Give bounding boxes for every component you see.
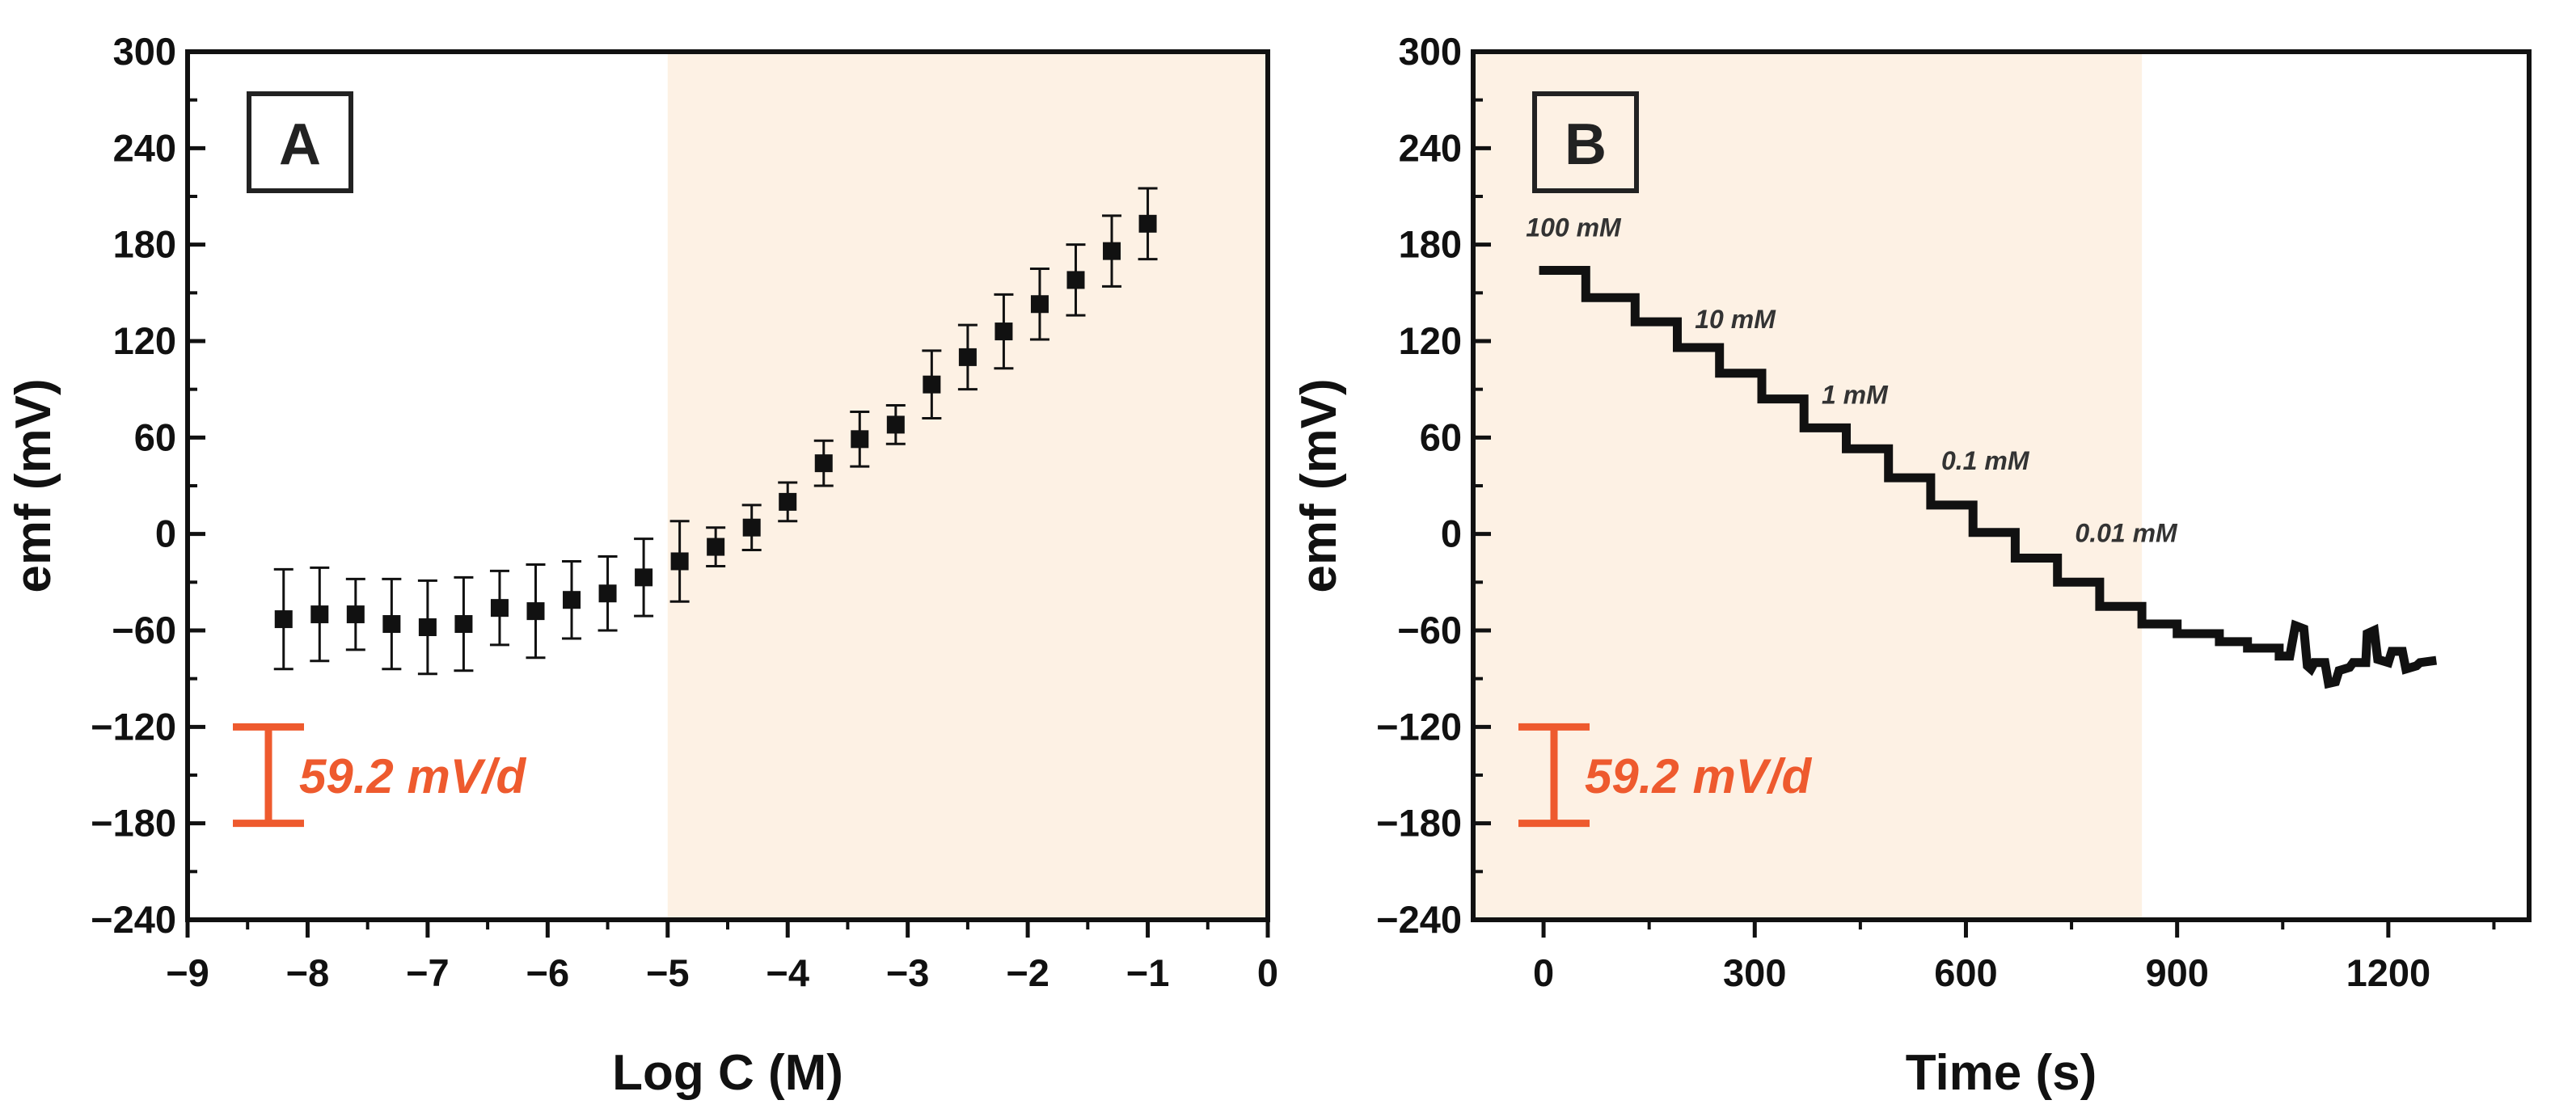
x-tick-label: −4 <box>766 951 809 994</box>
scale-bar-label: 59.2 mV/d <box>1585 749 1812 803</box>
data-point <box>563 591 581 609</box>
x-tick-label: −5 <box>646 951 690 994</box>
panel-b-concentration-labels: 100 mM 10 mM 1 mM 0.1 mM 0.01 mM <box>1526 213 2178 548</box>
y-tick-label: −180 <box>91 802 176 845</box>
data-point <box>814 454 833 473</box>
x-tick-label: −9 <box>166 951 209 994</box>
y-tick-label: 0 <box>155 512 176 555</box>
concentration-label: 0.01 mM <box>2075 519 2178 548</box>
panel-a-x-axis-label: Log C (M) <box>612 1045 843 1101</box>
panel-b-label: B <box>1565 112 1607 177</box>
data-point <box>1103 242 1121 260</box>
y-tick-label: 120 <box>113 319 176 362</box>
y-tick-label: 240 <box>1399 126 1462 169</box>
concentration-label: 1 mM <box>1822 381 1889 410</box>
y-tick-label: 300 <box>113 30 176 73</box>
y-tick-label: −120 <box>1376 705 1462 748</box>
panel-a-y-ticks: −240 −180 −120 −60 0 60 120 180 240 300 <box>91 30 205 941</box>
data-point <box>346 605 365 624</box>
data-point <box>742 518 761 537</box>
data-point <box>310 605 329 624</box>
panel-b-x-axis-label: Time (s) <box>1906 1045 2097 1101</box>
data-point <box>526 602 545 621</box>
panel-b-y-ticks: −240 −180 −120 −60 0 60 120 180 240 300 <box>1376 30 1491 941</box>
data-point <box>958 348 977 366</box>
panel-a: 59.2 mV/d A −9 −8 −7 −6 −5 −4 −3 −2 −1 0 −240 −180… <box>6 30 1278 1101</box>
y-tick-label: 0 <box>1441 512 1462 555</box>
x-tick-label: −6 <box>526 951 570 994</box>
panel-b: 100 mM 10 mM 1 mM 0.1 mM 0.01 mM 59.2 mV/d B… <box>1291 30 2532 1101</box>
y-tick-label: 180 <box>113 223 176 266</box>
x-tick-label: 0 <box>1257 951 1278 994</box>
panel-b-label-box <box>1532 91 1639 193</box>
panel-a-x-ticks: −9 −8 −7 −6 −5 −4 −3 −2 −1 0 <box>166 920 1278 994</box>
y-tick-label: 240 <box>113 126 176 169</box>
concentration-label: 10 mM <box>1695 305 1776 334</box>
data-point <box>418 618 437 637</box>
panel-a-scale-bar: 59.2 mV/d <box>233 723 526 828</box>
x-tick-label: −2 <box>1006 951 1049 994</box>
concentration-label: 0.1 mM <box>1941 446 2030 475</box>
panel-a-data-points <box>274 214 1157 637</box>
y-tick-label: 60 <box>1420 415 1462 458</box>
data-point <box>274 610 293 629</box>
x-tick-label: −8 <box>286 951 330 994</box>
y-tick-label: 60 <box>134 415 176 458</box>
panel-b-emf-trace <box>1539 266 2437 689</box>
data-point <box>886 415 905 434</box>
y-tick-label: −240 <box>1376 898 1462 941</box>
data-point <box>490 599 509 618</box>
data-point <box>923 375 941 394</box>
x-tick-label: −7 <box>406 951 450 994</box>
data-point <box>670 552 689 571</box>
panel-a-label-box <box>247 91 353 193</box>
x-tick-label: 900 <box>2145 951 2208 994</box>
panel-a-label: A <box>279 112 321 177</box>
data-point <box>707 537 725 556</box>
panel-b-x-ticks: 0 300 600 900 1200 <box>1533 920 2496 994</box>
y-tick-label: −60 <box>112 609 176 651</box>
data-point <box>454 615 473 634</box>
x-tick-label: −3 <box>886 951 930 994</box>
x-tick-label: −1 <box>1126 951 1170 994</box>
y-tick-label: −180 <box>1376 802 1462 845</box>
y-tick-label: 120 <box>1399 319 1462 362</box>
panel-a-y-axis-label: emf (mV) <box>6 378 61 592</box>
panel-b-y-axis-label: emf (mV) <box>1291 378 1347 592</box>
data-point <box>382 615 401 634</box>
y-tick-label: −240 <box>91 898 176 941</box>
x-tick-label: 0 <box>1533 951 1554 994</box>
data-point <box>598 584 617 603</box>
y-tick-label: −60 <box>1397 609 1462 651</box>
data-point <box>1138 214 1157 233</box>
panel-a-shaded-region <box>667 52 1268 920</box>
data-point <box>635 568 653 587</box>
panel-b-scale-bar: 59.2 mV/d <box>1518 723 1812 828</box>
data-point <box>995 322 1013 341</box>
x-tick-label: 1200 <box>2346 951 2431 994</box>
y-tick-label: −120 <box>91 705 176 748</box>
y-tick-label: 300 <box>1399 30 1462 73</box>
y-tick-label: 180 <box>1399 223 1462 266</box>
concentration-label: 100 mM <box>1526 213 1622 242</box>
panel-a-gridless-plot <box>273 187 1158 676</box>
scale-bar-label: 59.2 mV/d <box>299 749 526 803</box>
data-point <box>1030 295 1049 314</box>
x-tick-label: 300 <box>1723 951 1786 994</box>
data-point <box>851 430 869 449</box>
panel-b-shaded-region <box>1473 52 2143 920</box>
x-tick-label: 600 <box>1934 951 1997 994</box>
data-point <box>779 492 797 511</box>
data-point <box>1066 271 1085 289</box>
